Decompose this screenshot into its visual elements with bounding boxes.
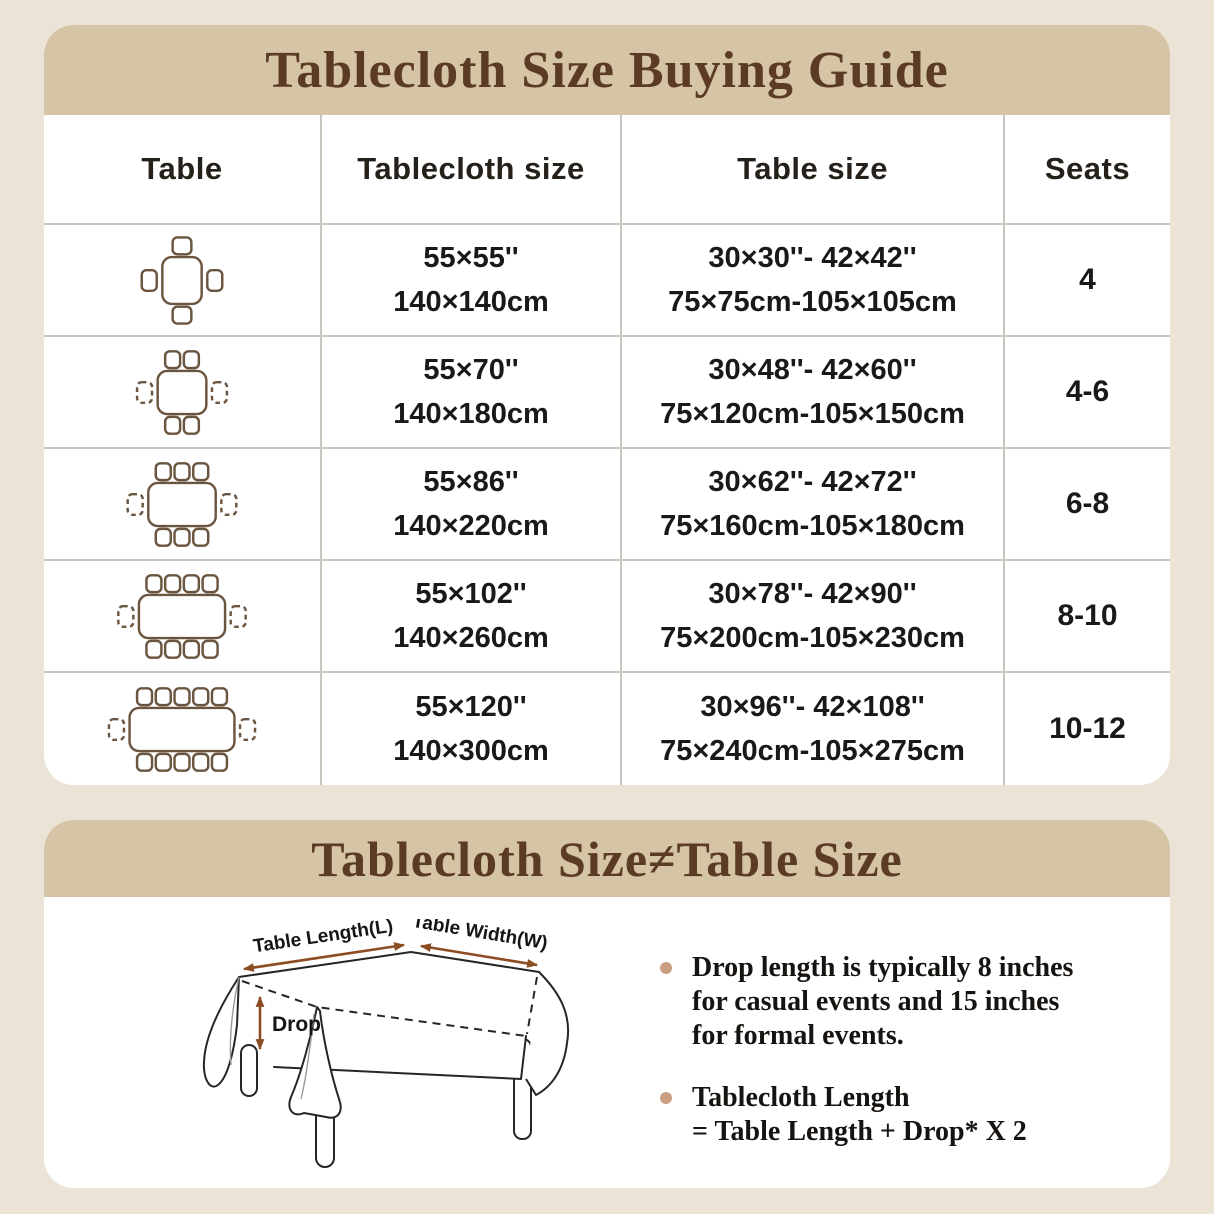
table-size-inches: 30×96''- 42×108'' — [700, 690, 925, 723]
note-line: Tablecloth Length — [692, 1082, 910, 1113]
bullet-dot — [660, 962, 672, 974]
tablecloth-size-inches: 55×102'' — [415, 577, 527, 610]
size-note-bullets: Drop length is typically 8 inches for ca… — [660, 951, 1170, 1149]
column-header-seats: Seats — [1005, 115, 1170, 225]
note-line: = Table Length + Drop* X 2 — [692, 1116, 1027, 1147]
square-table-4-seats-icon — [44, 225, 322, 337]
tablecloth-size-cell: 55×120'' 140×300cm — [322, 673, 622, 785]
column-header-table-size: Table size — [622, 115, 1005, 225]
tablecloth-size-cell: 55×70'' 140×180cm — [322, 337, 622, 449]
seats-cell: 10-12 — [1049, 712, 1126, 745]
rect-table-6-seats-icon — [44, 337, 322, 449]
table-size-cell: 30×30''- 42×42'' 75×75cm-105×105cm — [622, 225, 1005, 337]
table-size-inches: 30×48''- 42×60'' — [708, 353, 917, 386]
tablecloth-measurement-diagram: Table Length(L) Table Width(W) Drop — [202, 919, 570, 1168]
tablecloth-size-cell: 55×102'' 140×260cm — [322, 561, 622, 673]
table-size-cm: 75×240cm-105×275cm — [660, 734, 965, 767]
seats-cell: 6-8 — [1005, 449, 1170, 561]
table-size-cell: 30×78''- 42×90'' 75×200cm-105×230cm — [622, 561, 1005, 673]
table-size-inches: 30×78''- 42×90'' — [708, 577, 917, 610]
tablecloth-size-cm: 140×260cm — [393, 621, 549, 654]
tablecloth-size-inches: 55×120'' — [415, 690, 527, 723]
size-note-title: Tablecloth Size≠Table Size — [311, 830, 903, 887]
tablecloth-size-cm: 140×300cm — [393, 734, 549, 767]
size-note-banner: Tablecloth Size≠Table Size — [44, 820, 1170, 897]
table-size-cm: 75×75cm-105×105cm — [668, 285, 957, 318]
note-line: for casual events and 15 inches — [692, 986, 1060, 1017]
table-width-arrow — [419, 943, 539, 968]
size-table: Table Tablecloth size Table size Seats 5… — [44, 115, 1170, 785]
table-size-cell: 30×62''- 42×72'' 75×160cm-105×180cm — [622, 449, 1005, 561]
tablecloth-size-inches: 55×86'' — [423, 465, 519, 498]
seats-cell: 4-6 — [1005, 337, 1170, 449]
bullet-dot — [660, 1092, 672, 1104]
seats-cell: 4 — [1005, 225, 1170, 337]
table-size-cm: 75×200cm-105×230cm — [660, 621, 965, 654]
column-header-tablecloth-size: Tablecloth size — [322, 115, 622, 225]
table-size-cm: 75×160cm-105×180cm — [660, 509, 965, 542]
table-length-arrow — [242, 942, 406, 972]
hidden-edge-dashes — [241, 976, 538, 1037]
guide-title: Tablecloth Size Buying Guide — [265, 41, 949, 99]
table-size-cm: 75×120cm-105×150cm — [660, 397, 965, 430]
tablecloth-size-inches: 55×55'' — [423, 241, 519, 274]
rect-table-12-seats-icon — [44, 673, 322, 785]
size-note-content: Table Length(L) Table Width(W) Drop Drop… — [44, 897, 1170, 1188]
tablecloth-size-inches: 55×70'' — [423, 353, 519, 386]
seats-cell: 8-10 — [1005, 561, 1170, 673]
table-size-cell: 30×96''- 42×108'' 75×240cm-105×275cm — [622, 673, 1005, 785]
note-line: for formal events. — [692, 1020, 904, 1051]
guide-title-banner: Tablecloth Size Buying Guide — [44, 25, 1170, 115]
rect-table-8-seats-icon — [44, 449, 322, 561]
drop-label: Drop — [272, 1013, 321, 1036]
tablecloth-size-cell: 55×86'' 140×220cm — [322, 449, 622, 561]
buying-guide-card: Tablecloth Size Buying Guide Table Table… — [44, 25, 1170, 785]
tablecloth-size-cm: 140×140cm — [393, 285, 549, 318]
tablecloth-length-formula: Tablecloth Length = Table Length + Drop*… — [660, 1081, 1170, 1149]
table-size-cell: 30×48''- 42×60'' 75×120cm-105×150cm — [622, 337, 1005, 449]
table-length-label: Table Length(L) — [252, 919, 395, 957]
rect-table-10-seats-icon — [44, 561, 322, 673]
tablecloth-size-cell: 55×55'' 140×140cm — [322, 225, 622, 337]
tablecloth-size-cm: 140×220cm — [393, 509, 549, 542]
note-line: Drop length is typically 8 inches — [692, 952, 1074, 983]
drop-length-note: Drop length is typically 8 inches for ca… — [660, 951, 1170, 1053]
table-size-inches: 30×62''- 42×72'' — [708, 465, 917, 498]
size-note-card: Tablecloth Size≠Table Size — [44, 820, 1170, 1188]
tablecloth-size-cm: 140×180cm — [393, 397, 549, 430]
table-size-inches: 30×30''- 42×42'' — [708, 241, 917, 274]
column-header-table: Table — [44, 115, 322, 225]
